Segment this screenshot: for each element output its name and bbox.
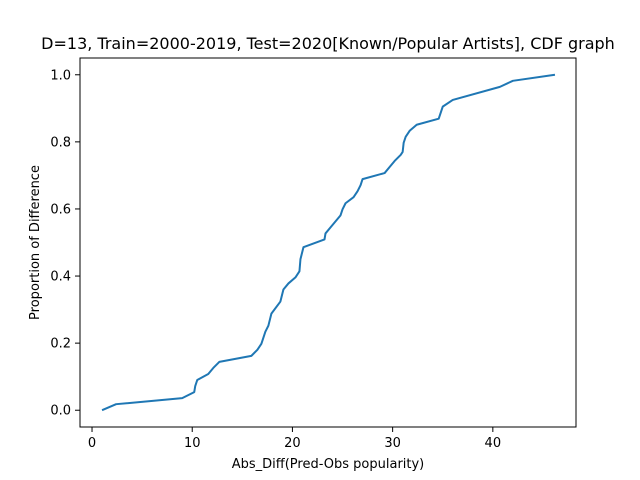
y-axis-label: Proportion of Difference xyxy=(28,165,43,320)
x-tick-label: 10 xyxy=(184,436,201,451)
y-tick-label: 1.0 xyxy=(50,68,71,83)
chart-title: D=13, Train=2000-2019, Test=2020[Known/P… xyxy=(41,34,615,53)
x-axis-label: Abs_Diff(Pred-Obs popularity) xyxy=(232,457,425,472)
y-tick-label: 0.6 xyxy=(50,202,71,217)
x-tick-label: 30 xyxy=(384,436,401,451)
y-tick-label: 0.2 xyxy=(50,337,71,352)
y-tick-label: 0.4 xyxy=(50,270,71,285)
plot-area xyxy=(80,58,576,427)
x-tick-label: 0 xyxy=(88,436,96,451)
y-tick-label: 0.0 xyxy=(50,404,71,419)
x-tick-label: 20 xyxy=(284,436,301,451)
y-tick-label: 0.8 xyxy=(50,135,71,150)
cdf-series-line xyxy=(101,73,556,412)
plot-frame xyxy=(79,57,577,428)
x-tick-label: 40 xyxy=(485,436,502,451)
